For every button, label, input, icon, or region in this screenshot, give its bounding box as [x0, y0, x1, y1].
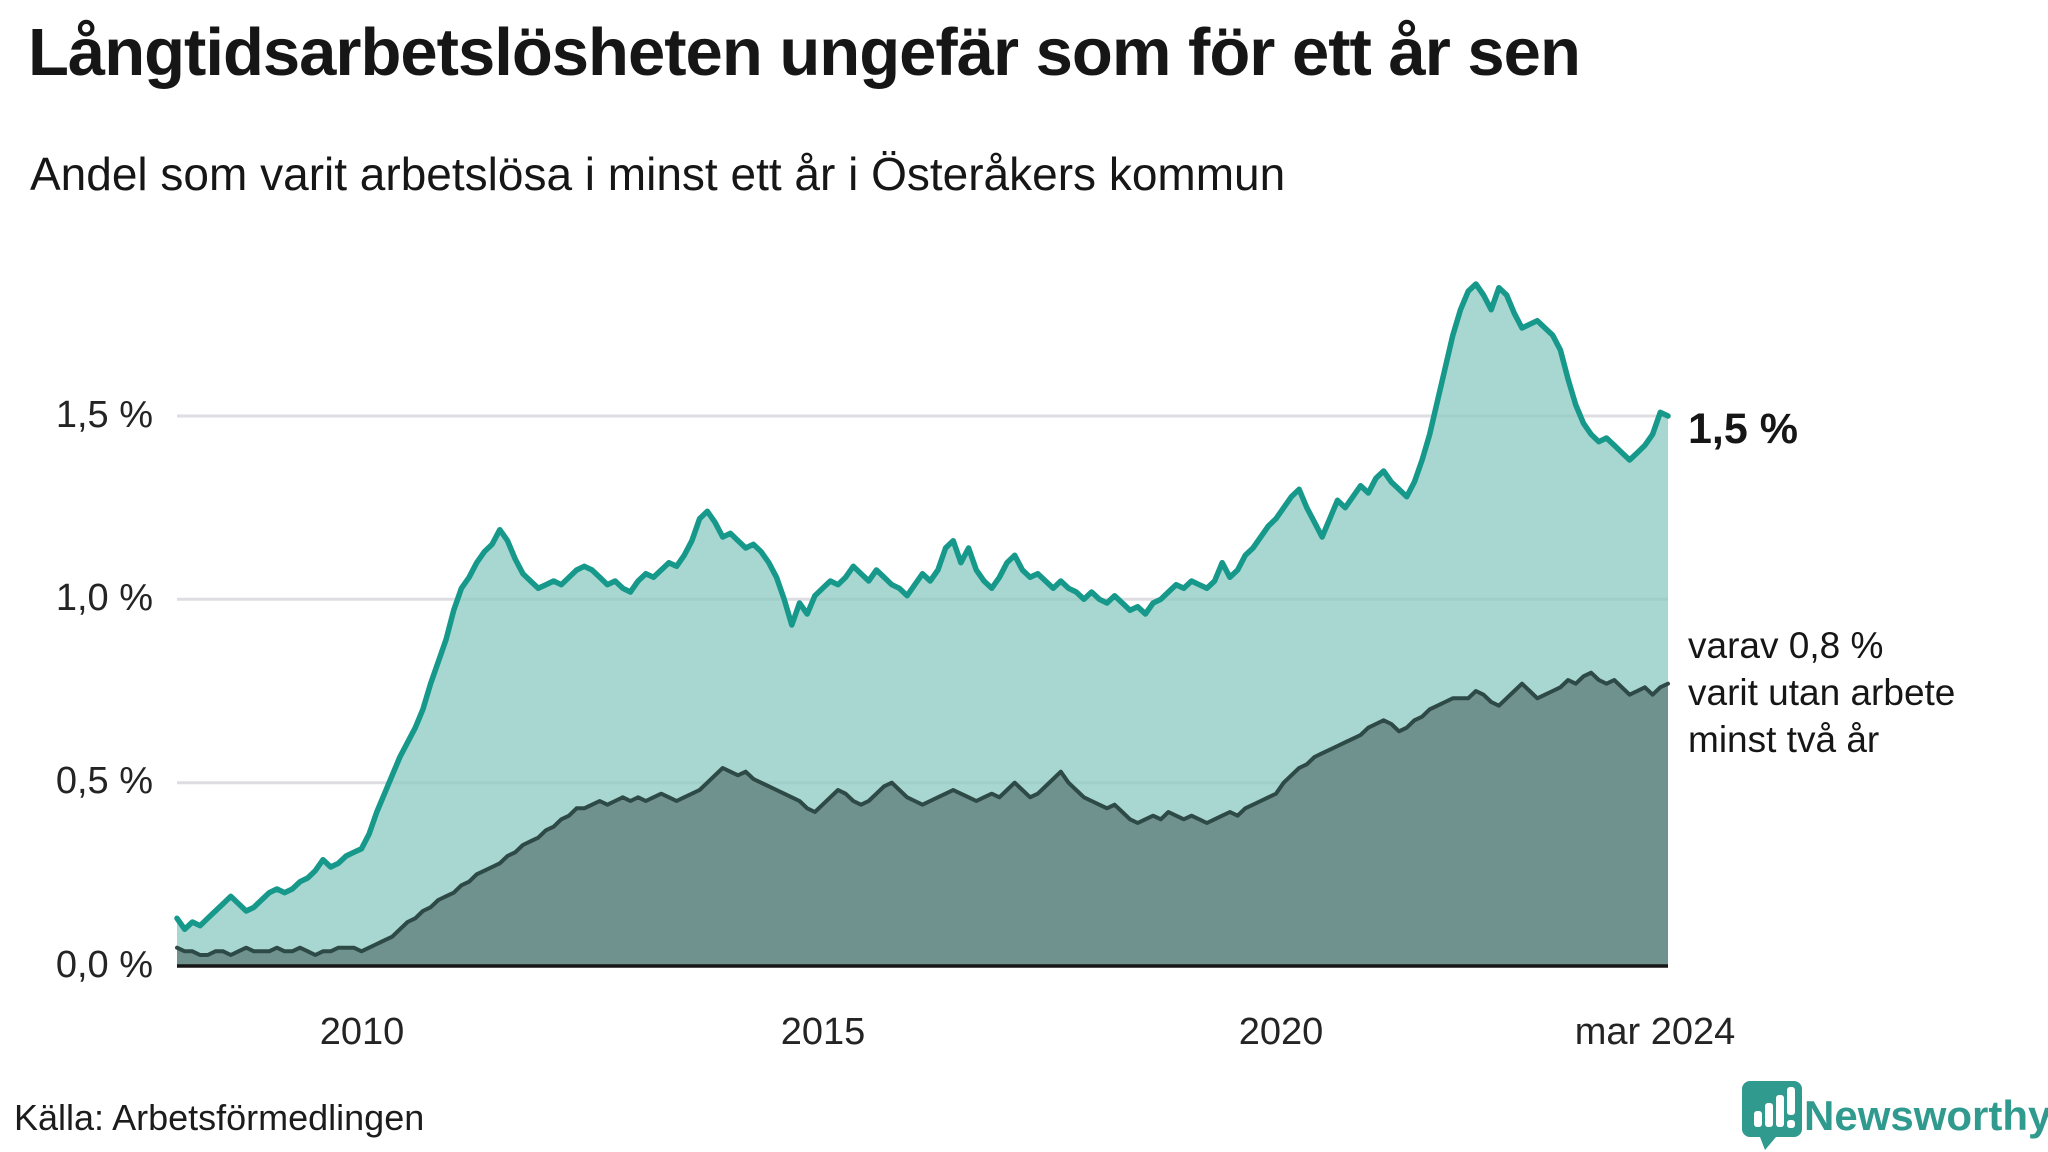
- logo-bar-1: [1754, 1111, 1762, 1127]
- line-two-years: [175, 670, 1670, 957]
- series-two-annotation-line1: varav 0,8 %: [1688, 625, 1884, 666]
- y-tick-0-5: 0,5 %: [55, 760, 153, 802]
- x-tick-2015: 2015: [780, 1011, 866, 1053]
- area-fill-two-years: [177, 672, 1668, 966]
- line-one-year: [174, 281, 1671, 933]
- y-tick-1-5: 1,5 %: [55, 394, 153, 436]
- x-tick-2010: 2010: [319, 1011, 405, 1053]
- x-tick-2020: 2020: [1238, 1011, 1324, 1053]
- series-two-annotation: varav 0,8 % varit utan arbete minst två …: [1688, 622, 1955, 763]
- x-tick-mar-2024: mar 2024: [1574, 1011, 1736, 1053]
- page-subtitle: Andel som varit arbetslösa i minst ett å…: [30, 148, 1286, 200]
- series-two-annotation-line2: varit utan arbete: [1688, 672, 1956, 713]
- logo-exclaim-dot: [1787, 1120, 1795, 1128]
- logo-bar-3: [1776, 1095, 1784, 1127]
- newsworthy-logo-icon: [1742, 1081, 1802, 1150]
- logo-bar-2: [1765, 1103, 1773, 1127]
- source-note: Källa: Arbetsförmedlingen: [14, 1097, 425, 1138]
- y-tick-1-0: 1,0 %: [55, 577, 153, 619]
- newsworthy-wordmark: Newsworthy: [1804, 1092, 2048, 1139]
- page-title: Långtidsarbetslösheten ungefär som för e…: [28, 15, 1581, 90]
- logo-exclaim-bar: [1787, 1087, 1795, 1115]
- series-two-annotation-line3: minst två år: [1688, 719, 1880, 760]
- end-value-annotation: 1,5 %: [1688, 405, 1798, 453]
- y-tick-0-0: 0,0 %: [55, 944, 153, 986]
